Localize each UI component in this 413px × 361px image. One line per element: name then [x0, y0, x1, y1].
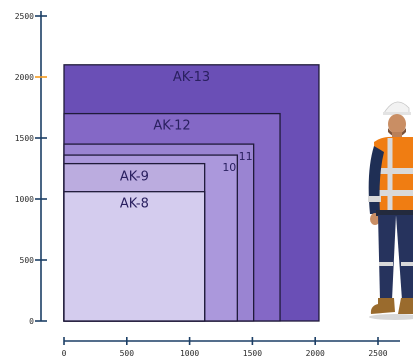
y-tick-label-2500: 2500: [15, 12, 34, 21]
box-label-ak-13: AK-13: [173, 70, 210, 85]
axes-layer: 0 500 1000 1500 2000 2500 0 500 1000 1500 2000 2500: [15, 11, 400, 358]
y-tick-label-1500: 1500: [15, 134, 34, 143]
box-label-ak-9: AK-9: [120, 170, 149, 185]
y-tick-label-1000: 1000: [15, 195, 34, 204]
worker-illustration: [368, 101, 413, 320]
box-label-ak-12: AK-12: [153, 119, 190, 134]
y-tick-label-0: 0: [29, 317, 34, 326]
x-tick-label-2500: 2500: [368, 349, 387, 358]
x-tick-label-500: 500: [120, 349, 135, 358]
box-ak-8: [63, 191, 206, 322]
x-tick-label-0: 0: [62, 349, 67, 358]
y-tick-label-2000: 2000: [15, 73, 34, 82]
box-label-10: 10: [222, 161, 236, 174]
x-tick-label-1000: 1000: [180, 349, 199, 358]
box-label-11: 11: [239, 150, 253, 163]
y-tick-label-500: 500: [20, 256, 35, 265]
box-label-ak-8: AK-8: [120, 197, 149, 212]
x-tick-label-1500: 1500: [243, 349, 262, 358]
x-tick-label-2000: 2000: [306, 349, 325, 358]
